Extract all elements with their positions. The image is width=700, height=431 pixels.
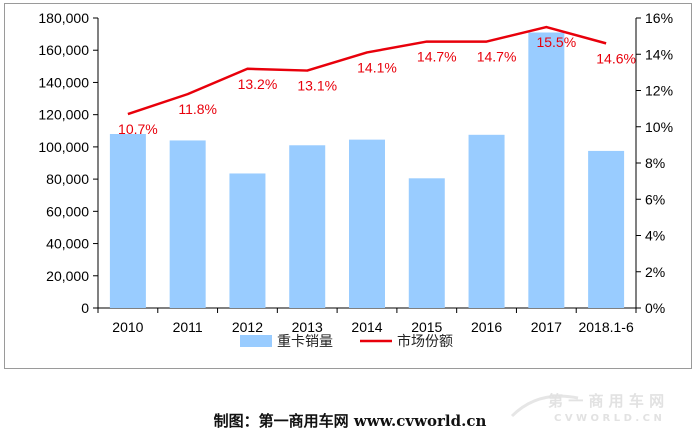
y-left-tick-label: 80,000	[46, 171, 89, 187]
watermark-swoosh-icon	[510, 394, 579, 418]
bar	[468, 134, 505, 308]
y-right-tick-label: 0%	[645, 300, 665, 316]
bar	[289, 145, 326, 308]
line-series	[127, 25, 607, 116]
data-labels: 10.7% 11.8% 13.2% 13.1% 14.1% 14.7% 14.7% 15.5%…	[118, 34, 636, 137]
y-right-tick-label: 12%	[645, 83, 673, 99]
y-right-tick-label: 8%	[645, 155, 665, 171]
y-right-tick-label: 2%	[645, 264, 665, 280]
y-right-tick-label: 4%	[645, 228, 665, 244]
y-left-tick-label: 40,000	[46, 236, 89, 252]
y-left-tick-label: 180,000	[38, 10, 89, 26]
y-left-tick-label: 20,000	[46, 268, 89, 284]
y-right-tick-label: 10%	[645, 119, 673, 135]
watermark-subtext: C V W O R L D . C N	[554, 413, 662, 424]
line-data-label: 13.2%	[238, 76, 278, 92]
line-data-label: 14.1%	[357, 59, 397, 75]
bar	[408, 178, 445, 308]
y-left-tick-label: 0	[81, 300, 89, 316]
x-tick-label: 2011	[173, 319, 203, 335]
bar	[169, 140, 206, 308]
x-tick-label: 2012	[232, 319, 263, 335]
x-tick-label: 2015	[411, 319, 442, 335]
bar	[229, 173, 266, 308]
y-left-tick-label: 160,000	[38, 42, 89, 58]
legend: 重卡销量 市场份额	[240, 333, 453, 350]
legend-bar-label: 重卡销量	[277, 334, 333, 350]
y-left-tick-label: 60,000	[46, 203, 89, 219]
bar	[588, 150, 625, 308]
line-data-label: 14.7%	[417, 49, 457, 65]
y-right-tick-label: 6%	[645, 191, 665, 207]
bar	[349, 139, 385, 308]
x-tick-label: 2010	[112, 319, 143, 335]
line-data-label: 11.8%	[178, 101, 217, 117]
x-tick-label: 2014	[351, 319, 382, 335]
y-left-tick-label: 100,000	[38, 139, 89, 155]
chart-axes: 0 20,000 40,000 60,000 80,000 100,000 120,000 1…	[38, 10, 673, 335]
watermark-text: 第 一 商 用 车 网	[548, 392, 664, 410]
x-tick-label: 2016	[471, 319, 502, 335]
legend-line-label: 市场份额	[397, 333, 453, 350]
line-data-label: 15.5%	[536, 34, 576, 50]
credit-text: 制图：第一商用车网 www.cvworld.cn	[213, 412, 487, 430]
bar	[109, 134, 146, 308]
line-data-label: 13.1%	[297, 78, 337, 94]
y-right-tick-label: 16%	[645, 10, 673, 26]
bar-series	[109, 32, 625, 308]
x-tick-label: 2013	[292, 319, 323, 335]
x-tick-label: 2018.1-6	[578, 319, 633, 335]
watermark-logo: 第 一 商 用 车 网 C V W O R L D . C N	[510, 392, 664, 424]
line-data-label: 14.6%	[596, 50, 636, 66]
legend-bar-swatch	[240, 335, 272, 347]
x-tick-label: 2017	[531, 319, 562, 335]
y-right-tick-label: 14%	[645, 46, 673, 62]
y-left-tick-label: 140,000	[38, 74, 89, 90]
y-left-tick-label: 120,000	[38, 107, 89, 123]
bar	[528, 32, 565, 308]
line-data-label: 14.7%	[477, 49, 517, 65]
line-series-path	[127, 25, 607, 116]
line-data-label: 10.7%	[118, 121, 158, 137]
